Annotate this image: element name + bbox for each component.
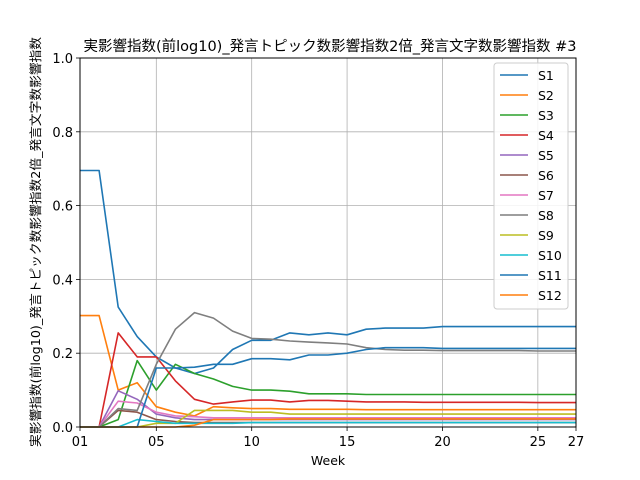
x-tick-label: 25 (530, 435, 547, 450)
legend-label-s9: S9 (538, 228, 554, 243)
x-tick-label: 10 (243, 435, 260, 450)
y-axis-ticks: 0.0 0.2 0.4 0.6 0.8 1.0 (52, 52, 80, 436)
series-line-s4 (80, 332, 576, 428)
legend-label-s11: S11 (538, 268, 562, 283)
plot-frame (79, 57, 577, 428)
series-line-s1 (80, 169, 576, 375)
legend-label-s2: S2 (538, 88, 554, 103)
chart-title: 実影響指数(前log10)_発言トピック数影響指数2倍_発言文字数影響指数 #3 (83, 37, 576, 55)
y-tick-label: 0.0 (52, 421, 73, 436)
x-axis-label: Week (311, 453, 346, 468)
legend-frame (493, 62, 569, 310)
y-axis-label: 実影響指数(前log10)_発言トピック数影響指数2倍_発言文字数影響指数 (28, 36, 43, 447)
series-line-s8 (80, 311, 576, 428)
legend-label-s6: S6 (538, 168, 554, 183)
series-line-s3 (80, 359, 576, 428)
x-tick-label: 05 (148, 435, 165, 450)
legend-label-s10: S10 (538, 248, 562, 263)
x-tick-label: 20 (434, 435, 451, 450)
legend-label-s3: S3 (538, 108, 554, 123)
legend-label-s1: S1 (538, 68, 554, 83)
series-line-s2 (80, 314, 576, 417)
legend: S1 S2 S3 S4 S5 S6 S7 S8 S9 S10 S11 S12 (493, 62, 569, 310)
legend-label-s7: S7 (538, 188, 554, 203)
x-tick-label: 27 (568, 435, 585, 450)
series-line-s11 (80, 346, 576, 428)
x-axis-ticks: 01 05 10 15 20 25 27 (72, 427, 585, 450)
series-lines (80, 169, 576, 428)
y-tick-label: 0.2 (52, 347, 73, 362)
y-tick-label: 1.0 (52, 52, 73, 67)
series-line-s10 (80, 418, 576, 428)
legend-label-s8: S8 (538, 208, 554, 223)
legend-label-s12: S12 (538, 288, 562, 303)
legend-label-s4: S4 (538, 128, 554, 143)
series-line-s9 (80, 409, 576, 428)
y-tick-label: 0.6 (52, 200, 73, 215)
x-tick-label: 01 (72, 435, 89, 450)
legend-label-s5: S5 (538, 148, 554, 163)
x-tick-label: 15 (339, 435, 356, 450)
series-line-s7 (80, 400, 576, 428)
y-tick-label: 0.4 (52, 273, 73, 288)
y-tick-label: 0.8 (52, 126, 73, 141)
